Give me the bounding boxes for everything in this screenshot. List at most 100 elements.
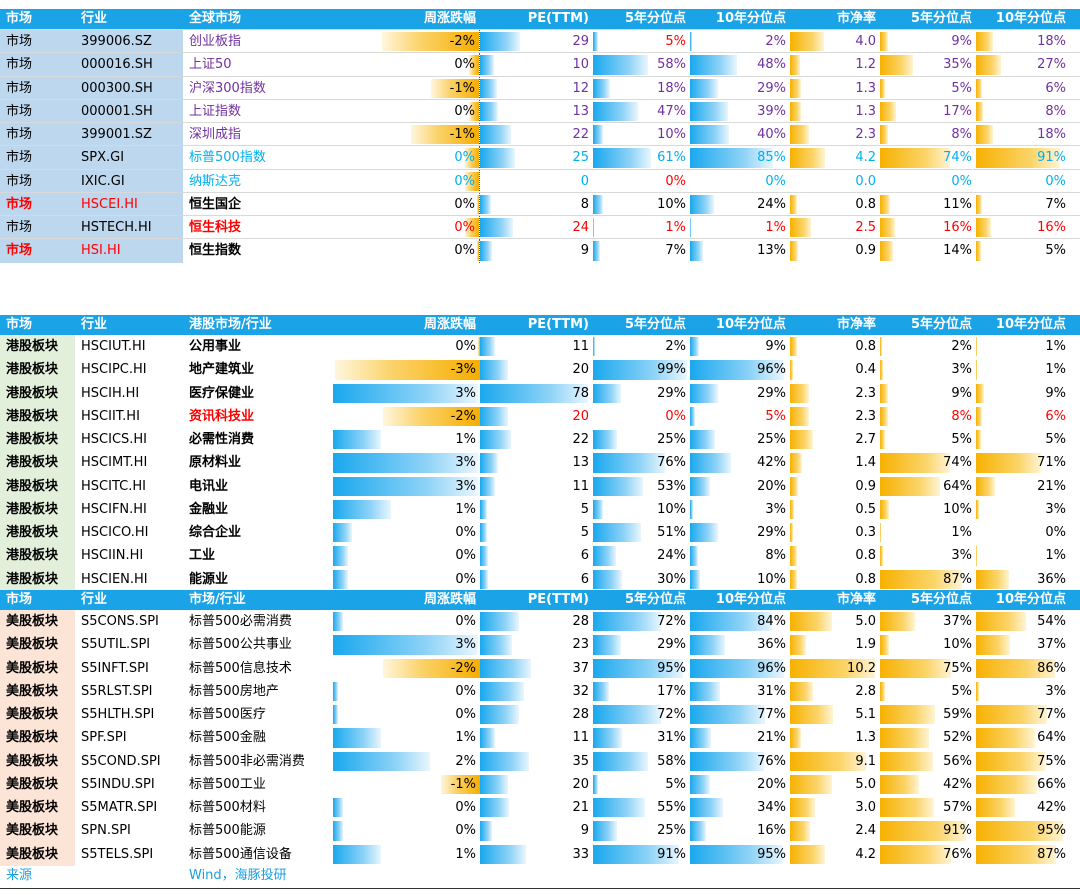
pe-10y-pct-cell: 8% [690,544,790,567]
value-bar [880,821,966,841]
cell-text: 35 [572,753,589,769]
pb-cell: 1.3 [790,726,880,749]
name-cell: 能源业 [183,568,333,591]
cell-text: 20 [572,408,589,424]
name-cell: 恒生指数 [183,239,333,262]
pe-cell: 20 [480,773,593,796]
table-row: 港股板块 HSCIPC.HI 地产建筑业 -3% 20 99% 96% 0.4 3% 1% [0,358,1080,382]
pb-cell: 3.0 [790,796,880,819]
column-header: 市净率 [836,592,876,607]
weekly-change-cell: 3% [333,633,480,656]
cell-text: 29% [757,385,786,401]
value-bar [593,751,649,771]
name-cell: 公用事业 [183,335,333,358]
value-bar [690,728,711,748]
pe-5y-pct-cell: 72% [593,610,690,633]
cell-text: 港股板块 [6,339,59,354]
cell-text: 标普500信息技术 [189,660,292,676]
pb-cell: 2.3 [790,123,880,146]
column-header: 市净率 [836,317,876,332]
cell-text: 77% [757,707,786,722]
cell-text: S5INFT.SPI [81,660,149,676]
market-cell: 市场 [0,123,75,147]
cell-text: -2% [450,408,476,424]
value-bar [480,798,510,818]
cell-text: 美股板块 [6,707,59,722]
cell-text: 0% [454,103,475,119]
cell-text: 2% [665,339,686,354]
cell-text: 5 [580,525,589,540]
column-header: 周涨跌幅 [423,11,476,26]
value-bar [480,383,589,403]
cell-text: 22 [572,432,589,447]
column-header: 5年分位点 [910,11,972,26]
cell-text: 12 [572,80,589,96]
cell-text: 1.3 [855,103,876,119]
cell-text: 21% [757,730,786,746]
cell-text: HSCICS.HI [81,432,148,447]
value-bar [880,523,881,543]
value-bar [976,430,981,450]
cell-text: 33 [572,846,589,862]
column-header: 市场/行业 [189,592,246,607]
cell-text: 0% [455,800,476,815]
cell-text: S5TELS.SPI [81,846,154,862]
value-bar [790,194,797,214]
market-cell: 美股板块 [0,772,75,796]
table-row: 市场 399006.SZ 创业板指 -2% 29 5% 2% 4.0 9% 18% [0,29,1080,54]
pb-5y-pct-cell: 11% [880,193,976,216]
table-row: 港股板块 HSCIFN.HI 金融业 1% 5 10% 3% 0.5 10% 3% [0,497,1080,521]
pb-10y-pct-cell: 5% [976,428,1070,451]
cell-text: 创业板指 [189,34,242,49]
pb-10y-pct-cell: 36% [976,568,1070,591]
cell-text: 18% [1037,34,1066,49]
pe-5y-pct-cell: 17% [593,680,690,703]
weekly-change-cell: 0% [333,703,480,726]
value-bar [690,523,719,543]
pe-10y-pct-cell: 96% [690,657,790,680]
cell-text: 16% [943,220,972,235]
value-bar [593,844,680,864]
value-bar [880,55,913,75]
value-bar [880,612,915,632]
cell-text: 0% [454,220,475,235]
name-cell: 沪深300指数 [183,77,333,100]
value-bar [790,476,798,496]
code-cell: 399001.SZ [75,123,183,147]
cell-text: 标普500金融 [189,730,266,746]
value-bar [880,453,950,473]
pe-5y-pct-cell: 5% [593,30,690,53]
pb-10y-pct-cell: 16% [976,216,1070,239]
cell-text: 20 [572,362,589,378]
pb-5y-pct-cell: 3% [880,544,976,567]
cell-text: S5MATR.SPI [81,800,158,815]
cell-text: 港股板块 [6,432,59,447]
pb-5y-pct-cell: 56% [880,750,976,773]
cell-text: 11% [943,196,972,212]
value-bar [976,751,1045,771]
value-bar [690,78,719,98]
cell-text: 市场 [6,34,33,49]
code-cell: S5CONS.SPI [75,610,183,633]
cell-text: 57% [943,800,972,815]
value-bar [976,546,977,566]
source-footer: 来源 Wind，海豚投研 [0,866,1080,889]
cell-text: 0% [1045,173,1066,189]
pe-cell: 13 [480,100,593,123]
market-cell: 港股板块 [0,451,75,475]
value-bar [480,546,489,566]
column-header: 市场 [6,592,33,607]
value-bar [690,148,774,168]
cell-text: 美股板块 [6,800,59,815]
pb-10y-pct-cell: 0% [976,170,1070,193]
table-row: 美股板块 S5INDU.SPI 标普500工业 -1% 20 5% 20% 5.0 42% 66% [0,772,1080,796]
cell-text: S5RLST.SPI [81,683,153,699]
value-bar [976,383,985,403]
cell-text: 0% [665,408,686,424]
market-cell: 美股板块 [0,819,75,843]
cell-text: -1% [449,127,475,142]
cell-text: 0.0 [855,173,876,189]
cell-text: 美股板块 [6,614,59,629]
market-cell: 港股板块 [0,544,75,568]
value-bar [690,218,691,238]
